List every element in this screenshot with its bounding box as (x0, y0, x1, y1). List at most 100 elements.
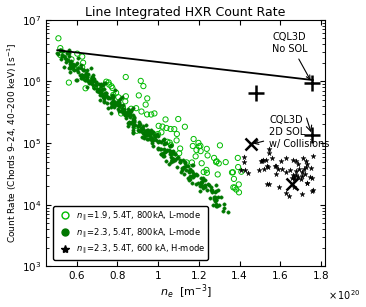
Point (212, 189, 218, 194)
Point (196, 144, 202, 149)
Point (236, 182, 242, 187)
Point (209, 187, 215, 192)
Point (145, 130, 151, 135)
Point (236, 190, 242, 195)
Point (127, 120, 133, 125)
Point (230, 170, 236, 175)
Point (258, 158, 264, 163)
Point (150, 130, 156, 135)
Point (114, 101, 120, 106)
Point (167, 148, 173, 153)
Point (82, 73, 88, 78)
Point (261, 167, 267, 172)
Point (163, 158, 169, 163)
Point (118, 111, 124, 116)
Point (172, 152, 178, 157)
Point (187, 177, 193, 182)
Point (119, 95, 124, 99)
Point (214, 159, 220, 164)
Point (171, 157, 176, 161)
Point (310, 154, 315, 158)
Point (125, 124, 131, 129)
Point (79, 76, 85, 81)
Point (101, 87, 107, 91)
Point (109, 102, 115, 107)
Point (57, 48, 63, 52)
Point (263, 158, 269, 163)
Point (190, 144, 196, 149)
Point (78, 76, 84, 81)
Point (80, 60, 86, 65)
Point (163, 140, 169, 145)
Point (90, 72, 96, 77)
Point (67, 64, 73, 69)
Point (89, 66, 94, 71)
Point (212, 195, 218, 200)
Point (120, 110, 126, 115)
Point (67, 59, 73, 64)
Point (181, 164, 187, 169)
Point (122, 113, 128, 118)
Point (177, 160, 183, 165)
Point (135, 127, 141, 132)
Point (203, 167, 209, 172)
Point (180, 157, 186, 162)
Point (130, 117, 136, 122)
Point (131, 119, 137, 124)
Point (139, 125, 145, 130)
Point (95, 88, 101, 93)
Point (143, 129, 149, 134)
Point (266, 147, 272, 152)
Point (93, 83, 99, 88)
Point (138, 128, 143, 133)
Point (151, 134, 157, 139)
Point (160, 124, 165, 129)
Point (115, 103, 121, 107)
Point (229, 170, 235, 175)
Point (187, 167, 193, 172)
Point (103, 92, 109, 97)
Point (77, 73, 83, 78)
Point (126, 107, 131, 111)
Point (117, 108, 123, 113)
Point (167, 140, 173, 145)
Point (75, 65, 81, 70)
Point (295, 175, 300, 180)
Point (169, 158, 175, 163)
Point (301, 167, 307, 172)
Point (130, 128, 136, 133)
Point (132, 122, 138, 127)
Point (61, 65, 67, 70)
Point (106, 80, 112, 85)
Point (157, 146, 163, 151)
Point (177, 146, 183, 151)
Point (299, 169, 305, 174)
Point (187, 167, 193, 172)
Point (185, 176, 191, 181)
Point (79, 73, 85, 78)
Point (78, 72, 84, 77)
Point (89, 75, 95, 80)
Point (155, 146, 161, 151)
Point (124, 111, 130, 115)
Point (294, 173, 299, 177)
Point (96, 87, 101, 92)
Point (109, 100, 115, 105)
Point (160, 138, 166, 142)
Point (266, 150, 272, 155)
Point (84, 68, 90, 72)
Point (204, 170, 210, 175)
Point (161, 141, 167, 146)
Point (57, 47, 63, 52)
Point (66, 66, 72, 71)
Point (182, 160, 188, 165)
Point (190, 174, 196, 179)
Point (112, 99, 117, 104)
Point (195, 140, 201, 145)
Point (143, 123, 149, 128)
Point (115, 99, 121, 104)
Point (97, 98, 102, 103)
Point (66, 80, 72, 85)
Point (158, 151, 164, 156)
Point (127, 120, 133, 125)
